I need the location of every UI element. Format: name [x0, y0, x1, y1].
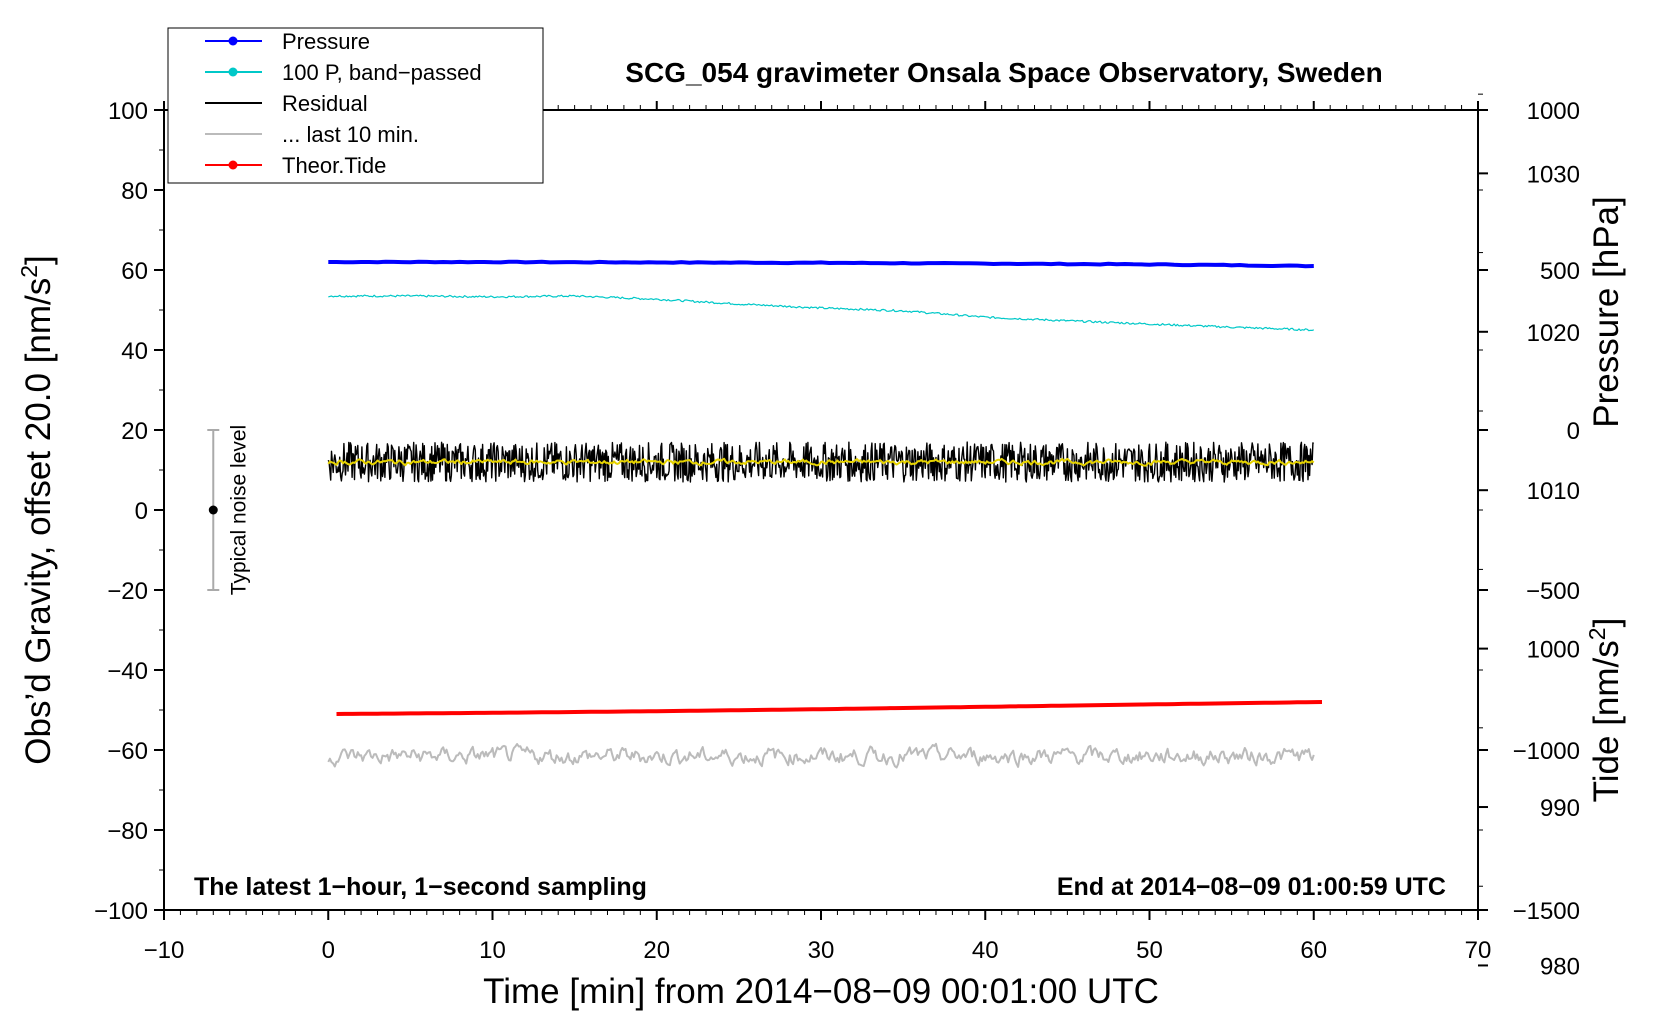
tide-tick-label: −1500: [1513, 898, 1580, 925]
y-tick-label: 60: [121, 258, 148, 285]
x-tick-label: 30: [808, 937, 835, 964]
pressure-tick-label: 980: [1540, 953, 1580, 980]
legend-label-theor-tide: Theor.Tide: [282, 153, 386, 178]
noise-label: Typical noise level: [227, 425, 250, 595]
legend-marker-100-p-band-passed: [228, 67, 238, 77]
noise-dot: [208, 505, 218, 515]
legend-box: [167, 27, 544, 184]
x-tick-label: −10: [144, 937, 185, 964]
x-tick-label: 40: [972, 937, 999, 964]
noise-indicator: [207, 429, 220, 591]
y-tick-label: 0: [135, 498, 148, 525]
y-tick-label: −40: [107, 658, 148, 685]
tide-tick-label: 500: [1540, 258, 1580, 285]
note-bottom-left: The latest 1−hour, 1−second sampling: [194, 873, 647, 901]
tide-tick-label: −500: [1526, 578, 1580, 605]
legend-label-pressure: Pressure: [282, 29, 370, 54]
pressure-tick-label: 1020: [1527, 320, 1580, 347]
tide-tick-label: 0: [1567, 418, 1580, 445]
pressure-tick-label: 1010: [1527, 478, 1580, 505]
y-tick-label: −20: [107, 578, 148, 605]
pressure-tick-label: 990: [1540, 795, 1580, 822]
legend-marker-theor-tide: [228, 160, 238, 170]
y-axis-label-pressure: Pressure [hPa]: [1587, 196, 1626, 428]
x-axis: −10 0 10 20 30 40 50 60 70: [144, 101, 1492, 964]
y-tick-label: −80: [107, 818, 148, 845]
x-tick-label: 70: [1465, 937, 1492, 964]
legend: Pressure 100 P, band−passed Residual ... la…: [167, 27, 544, 184]
y-axis-label-tide: Tide [nm/s2]: [1584, 618, 1626, 803]
legend-label-residual: Residual: [282, 91, 368, 116]
series-pressure: [328, 259, 1314, 269]
x-tick-label: 60: [1300, 937, 1327, 964]
y-tick-label: 20: [121, 418, 148, 445]
x-tick-label: 50: [1136, 937, 1163, 964]
tide-tick-label: 1000: [1527, 98, 1580, 125]
tide-tick-label: −1000: [1513, 738, 1580, 765]
chart-title: SCG_054 gravimeter Onsala Space Observat…: [625, 57, 1382, 88]
y-tick-label: 80: [121, 178, 148, 205]
legend-label--last-10-min-: ... last 10 min.: [282, 122, 419, 147]
plot-lines: [327, 259, 1323, 769]
y-axis-tide: 1000 500 0 −500 −1000 −1500: [1478, 98, 1580, 925]
series--last-10-min-: [327, 742, 1315, 769]
legend-label-100-p-band-passed: 100 P, band−passed: [282, 60, 482, 85]
y-tick-label: 40: [121, 338, 148, 365]
y-axis-label-gravity: Obs’d Gravity, offset 20.0 [nm/s2]: [16, 255, 58, 765]
y-tick-label: −60: [107, 738, 148, 765]
y-tick-label: 100: [108, 98, 148, 125]
y-axis-gravity: 100 80 60 40 20 0 −20 −40 −60 −80 −100: [94, 98, 164, 925]
x-axis-label: Time [min] from 2014−08−09 00:01:00 UTC: [483, 972, 1159, 1011]
series-theor-tide: [336, 700, 1323, 716]
pressure-tick-label: 1000: [1527, 637, 1580, 664]
series-100-p-band-passed: [328, 294, 1314, 332]
y-axis-pressure: 1030 1020 1010 1000 990 980: [1478, 93, 1580, 980]
x-tick-label: 0: [322, 937, 335, 964]
y-tick-label: −100: [94, 898, 148, 925]
pressure-tick-label: 1030: [1527, 161, 1580, 188]
x-tick-label: 10: [479, 937, 506, 964]
legend-marker-pressure: [228, 36, 238, 46]
series-residual-smoothed: [327, 457, 1315, 467]
note-bottom-right: End at 2014−08−09 01:00:59 UTC: [1057, 873, 1446, 901]
x-tick-label: 20: [643, 937, 670, 964]
